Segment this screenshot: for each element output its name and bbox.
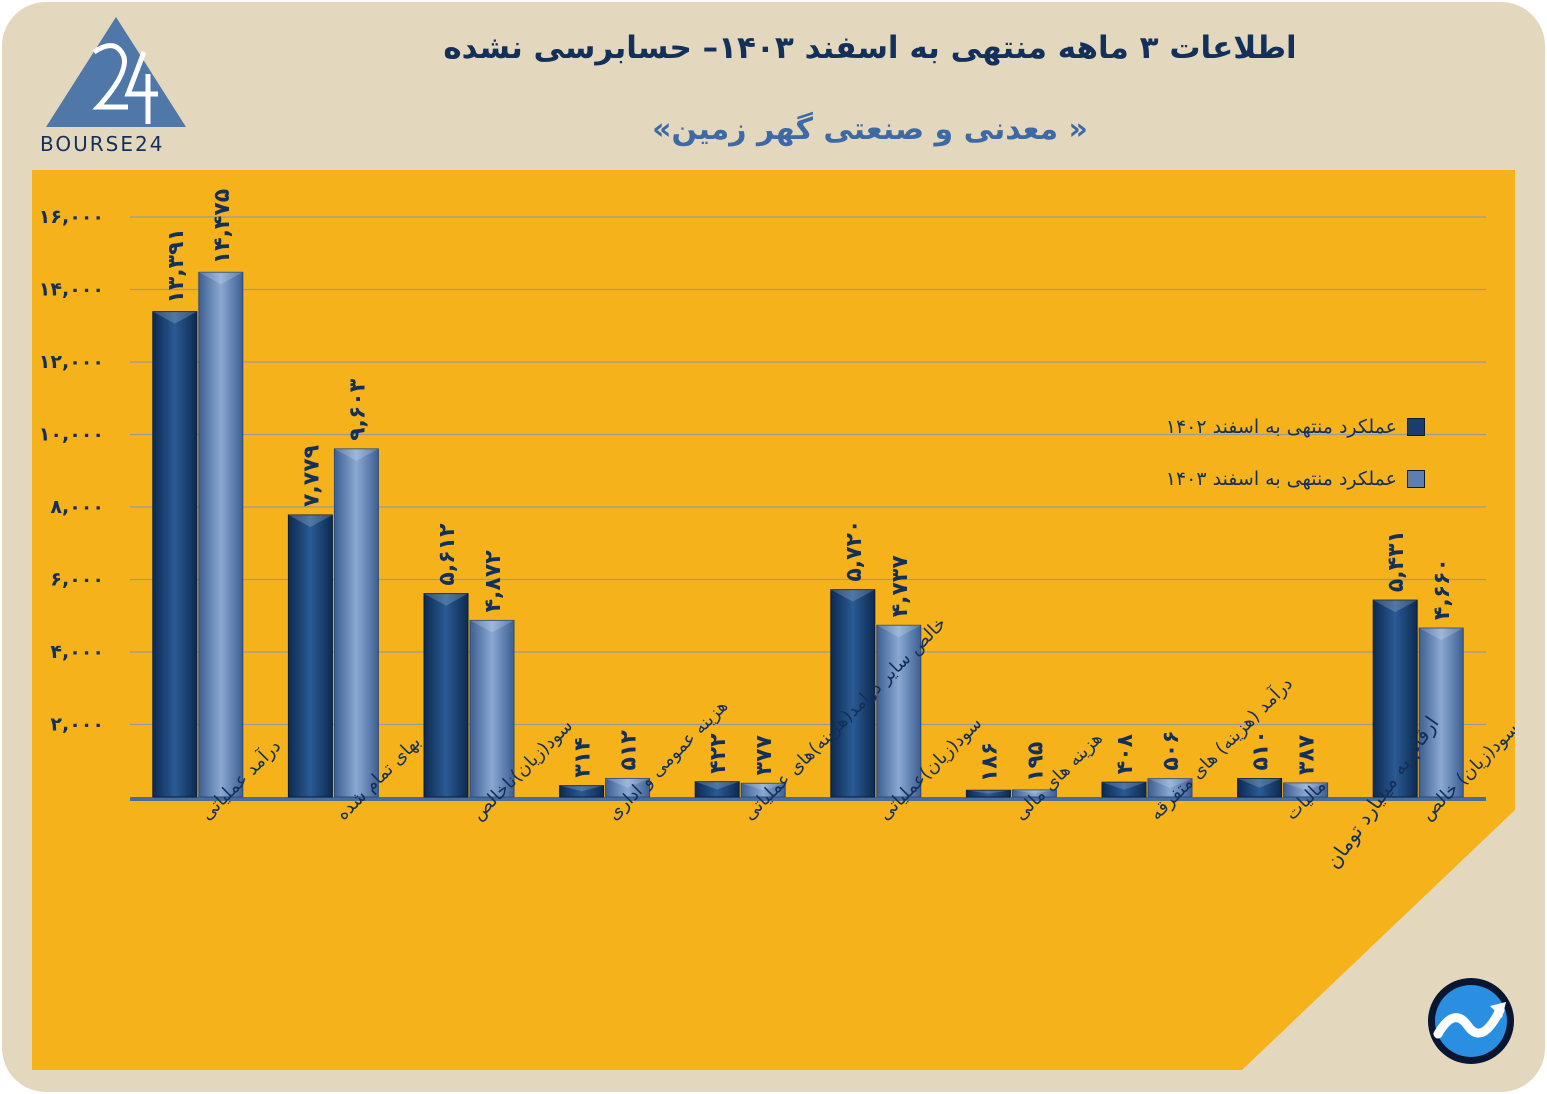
bar-bevel <box>559 785 604 792</box>
data-label: ۵,۴۳۱ <box>1384 530 1409 592</box>
chart-legend: عملکرد منتهی به اسفند ۱۴۰۲ عملکرد منتهی … <box>1166 414 1425 518</box>
bar-chart: ۲,۰۰۰ ۴,۰۰۰ ۶,۰۰۰ ۸,۰۰۰ ۱۰,۰۰۰ ۱۲,۰۰۰ ۱۴,۰۰۰ ۱۶… <box>39 189 1515 1070</box>
bar-1402 <box>965 789 1011 798</box>
bar-1403 <box>1147 778 1193 798</box>
bar-bevel <box>605 778 650 788</box>
data-label: ۷,۷۷۹ <box>299 445 324 507</box>
data-label: ۴۲۲ <box>706 733 731 774</box>
data-label: ۱۴,۴۷۵ <box>210 189 235 264</box>
y-tick-label: ۲,۰۰۰ <box>50 714 104 736</box>
bar-bevel <box>470 620 514 633</box>
logo-text: BOURSE24 <box>40 132 165 156</box>
data-label: ۳۸۷ <box>1295 734 1320 775</box>
bar-1402 <box>830 589 876 798</box>
data-label: ۵۱۲ <box>617 730 642 771</box>
bar-1402 <box>694 781 740 798</box>
y-tick-label: ۱۶,۰۰۰ <box>39 206 104 228</box>
data-label: ۴,۶۶۰ <box>1430 558 1455 620</box>
bar-bevel <box>741 783 786 791</box>
data-label: ۱۸۶ <box>977 742 1002 782</box>
bar-1403 <box>1283 782 1329 798</box>
bar-bevel <box>1237 778 1282 788</box>
bar-bevel <box>830 589 875 602</box>
bar-bevel <box>1102 782 1146 790</box>
bar-bevel <box>198 272 243 285</box>
y-tick-label: ۱۴,۰۰۰ <box>39 279 104 301</box>
bar-1402 <box>423 593 469 798</box>
data-label: ۵,۶۱۲ <box>435 523 460 586</box>
bar-bevel <box>1012 789 1057 794</box>
triangle-24-logo-icon <box>46 17 186 127</box>
bar-1403 <box>1418 627 1464 798</box>
bar-1403 <box>605 777 651 798</box>
bar-1403 <box>333 448 379 798</box>
bar-bevel <box>966 790 1011 794</box>
page-title: اطلاعات ۳ ماهه منتهی به اسفند ۱۴۰۳– حساب… <box>443 30 1297 66</box>
chart-panel: ۲,۰۰۰ ۴,۰۰۰ ۶,۰۰۰ ۸,۰۰۰ ۱۰,۰۰۰ ۱۲,۰۰۰ ۱۴,۰۰۰ ۱۶… <box>32 170 1515 1070</box>
bar-bevel <box>334 448 379 461</box>
trend-arrow-icon <box>1428 978 1514 1064</box>
y-tick-label: ۴,۰۰۰ <box>50 641 104 663</box>
bar-bevel <box>288 515 333 528</box>
bar-bevel <box>1419 628 1464 641</box>
bar-1403 <box>876 624 922 798</box>
bar-bevel <box>1283 782 1328 790</box>
legend-swatch-1402 <box>1407 418 1425 436</box>
data-label: ۱۹۵ <box>1023 742 1048 782</box>
bar-1402 <box>559 785 605 798</box>
bar-1402 <box>1372 599 1418 798</box>
bar-1403 <box>1011 789 1057 798</box>
data-label: ۱۳,۳۹۱ <box>164 228 189 303</box>
data-label: ۳۱۴ <box>571 737 596 777</box>
bar-bevel <box>1373 600 1418 613</box>
bar-bevel <box>1148 778 1192 788</box>
bar-bevel <box>695 781 740 790</box>
y-tick-label: ۱۲,۰۰۰ <box>39 351 104 373</box>
bar-1402 <box>287 514 333 798</box>
y-tick-label: ۱۰,۰۰۰ <box>39 424 104 446</box>
legend-item-1403: عملکرد منتهی به اسفند ۱۴۰۳ <box>1166 466 1425 492</box>
y-tick-label: ۸,۰۰۰ <box>50 496 104 518</box>
data-label: ۴,۷۳۷ <box>888 555 913 618</box>
data-label: ۴۰۸ <box>1113 733 1138 774</box>
data-label: ۹,۶۰۳ <box>345 378 370 441</box>
legend-item-1402: عملکرد منتهی به اسفند ۱۴۰۲ <box>1166 414 1425 440</box>
data-label: ۵۰۶ <box>1159 730 1184 770</box>
legend-swatch-1403 <box>1407 470 1425 488</box>
legend-label-1402: عملکرد منتهی به اسفند ۱۴۰۲ <box>1165 416 1397 438</box>
bar-1402 <box>1101 781 1147 798</box>
bar-1403 <box>469 619 515 798</box>
bar-1403 <box>740 782 786 798</box>
bar-bevel <box>152 311 197 324</box>
bar-1403 <box>198 271 244 798</box>
bar-bevel <box>424 593 468 606</box>
data-label: ۳۷۷ <box>752 734 777 775</box>
bar-1402 <box>152 311 198 798</box>
y-tick-label: ۶,۰۰۰ <box>50 569 104 591</box>
page-subtitle: « معدنی و صنعتی گهر زمین» <box>652 112 1088 147</box>
legend-label-1403: عملکرد منتهی به اسفند ۱۴۰۳ <box>1165 468 1397 490</box>
data-label: ۵۱۰ <box>1249 730 1274 770</box>
bar-bevel <box>876 625 921 638</box>
bar-1402 <box>1237 778 1283 798</box>
data-label: ۴,۸۷۲ <box>481 550 506 613</box>
data-label: ۵,۷۲۰ <box>842 520 867 582</box>
